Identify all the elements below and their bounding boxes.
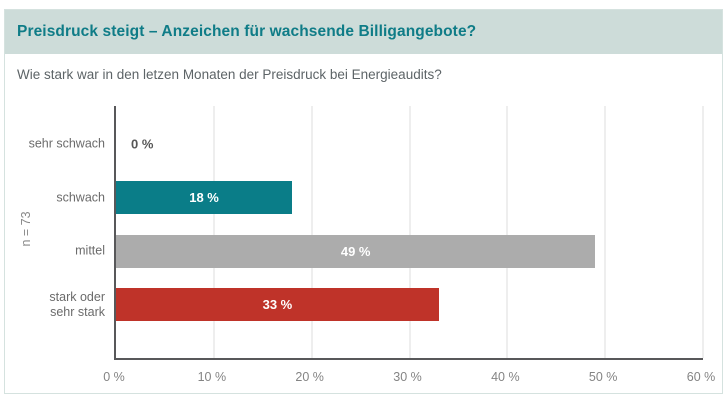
page-title: Preisdruck steigt – Anzeichen für wachse…: [17, 23, 477, 40]
chart-question-subtitle: Wie stark war in den letzen Monaten der …: [17, 67, 442, 82]
category-label: sehr schwach: [28, 136, 105, 151]
category-label: schwach: [56, 190, 105, 204]
x-tick-label: 20 %: [295, 370, 324, 384]
category-label: stark oder sehr stark: [49, 289, 105, 319]
gridline: [702, 106, 704, 358]
gridline: [506, 106, 508, 358]
gridline: [604, 106, 606, 358]
x-axis-tick-labels: 0 % 10 % 20 % 30 % 40 % 50 % 60 %: [103, 370, 715, 390]
gridline: [409, 106, 410, 358]
bar: 33 %: [116, 288, 439, 321]
category-label: mittel: [75, 243, 105, 258]
bar: 18 %: [116, 181, 293, 214]
gridline: [213, 106, 215, 358]
x-tick-label: 30 %: [393, 370, 422, 384]
x-tick-label: 60 %: [686, 370, 716, 384]
bar-value-label: 49 %: [340, 243, 371, 259]
bar-chart: sehr schwach 0 % schwach 18 % mittel 49 % star…: [5, 106, 722, 406]
plot-area: sehr schwach 0 % schwach 18 % mittel 49 % star…: [29, 106, 704, 360]
x-tick-label: 10 %: [197, 370, 227, 384]
bar-value-label: 18 %: [189, 190, 219, 205]
x-tick-label: 40 %: [491, 370, 520, 384]
bar-value-label: 0 %: [131, 136, 154, 152]
survey-chart-card: Preisdruck steigt – Anzeichen für wachse…: [4, 9, 723, 394]
bar-value-label: 33 %: [262, 297, 293, 312]
x-tick-label: 50 %: [588, 370, 618, 384]
bar: 49 %: [116, 234, 596, 268]
gridline: [311, 106, 313, 358]
x-tick-label: 0 %: [103, 370, 125, 384]
card-header: Preisdruck steigt – Anzeichen für wachse…: [5, 10, 722, 54]
